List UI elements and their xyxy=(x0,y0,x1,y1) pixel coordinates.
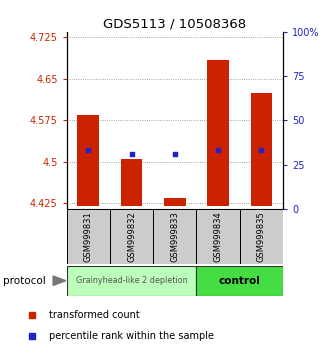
Text: GSM999831: GSM999831 xyxy=(84,211,93,262)
Point xyxy=(215,148,221,153)
Bar xyxy=(240,209,283,264)
Bar xyxy=(67,266,196,296)
Text: percentile rank within the sample: percentile rank within the sample xyxy=(49,331,214,341)
Bar xyxy=(78,115,99,206)
Bar xyxy=(121,159,143,206)
Bar xyxy=(250,93,272,206)
Bar xyxy=(67,209,110,264)
Text: transformed count: transformed count xyxy=(49,310,140,320)
Bar xyxy=(196,266,283,296)
Bar xyxy=(207,59,229,206)
Title: GDS5113 / 10508368: GDS5113 / 10508368 xyxy=(103,18,246,31)
Text: GSM999835: GSM999835 xyxy=(257,211,266,262)
Text: GSM999834: GSM999834 xyxy=(213,211,223,262)
Bar xyxy=(196,209,240,264)
Text: Grainyhead-like 2 depletion: Grainyhead-like 2 depletion xyxy=(76,276,187,285)
Point xyxy=(172,151,177,157)
Text: protocol: protocol xyxy=(3,276,46,286)
Polygon shape xyxy=(53,276,66,285)
Text: GSM999833: GSM999833 xyxy=(170,211,179,262)
Bar xyxy=(110,209,153,264)
Point xyxy=(259,148,264,153)
Point xyxy=(86,148,91,153)
Text: GSM999832: GSM999832 xyxy=(127,211,136,262)
Point xyxy=(129,151,134,157)
Bar xyxy=(153,209,196,264)
Point xyxy=(29,312,34,318)
Text: control: control xyxy=(219,275,261,286)
Bar xyxy=(164,198,185,206)
Point xyxy=(29,333,34,339)
